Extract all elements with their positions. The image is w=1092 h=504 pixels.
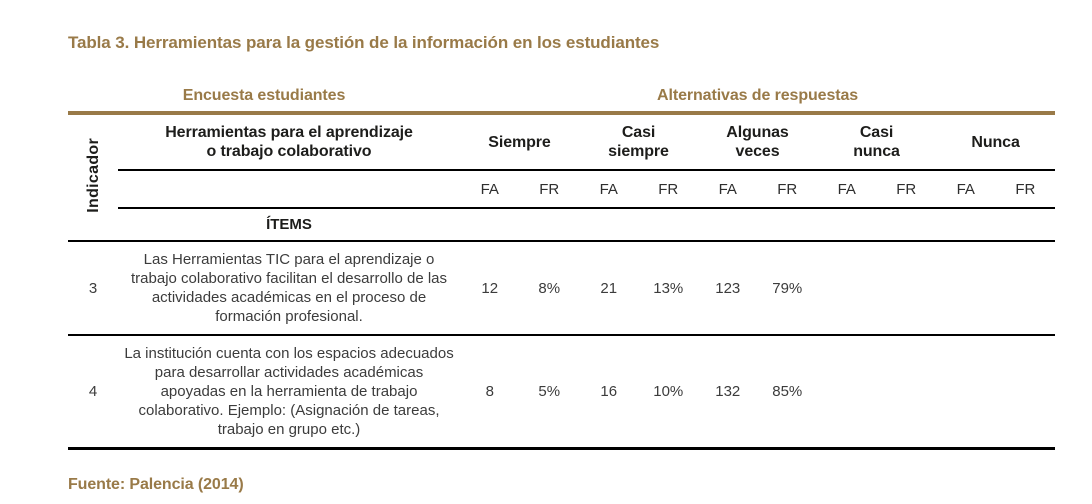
source-note: Fuente: Palencia (2014) bbox=[68, 476, 244, 493]
group-header-survey: Encuesta estudiantes bbox=[68, 87, 461, 115]
fr-header: FR bbox=[757, 170, 818, 209]
indicator-value: 3 bbox=[68, 241, 118, 336]
data-cell: 10% bbox=[638, 335, 699, 450]
alt-label: Algunas veces bbox=[726, 124, 789, 160]
item-text: La institución cuenta con los espacios a… bbox=[118, 335, 461, 450]
alt-header-algunas-veces: Algunas veces bbox=[698, 113, 818, 171]
items-spacer-cell bbox=[460, 208, 1056, 242]
fafr-spacer-cell bbox=[118, 170, 461, 209]
fa-header: FA bbox=[460, 170, 520, 209]
fa-header: FA bbox=[698, 170, 758, 209]
data-cell bbox=[936, 335, 996, 450]
alt-label: Nunca bbox=[971, 133, 1020, 151]
group-header-row: Encuesta estudiantes Alternativas de res… bbox=[68, 87, 1056, 115]
alt-header-nunca: Nunca bbox=[936, 113, 1056, 171]
data-cell bbox=[817, 335, 877, 450]
data-cell: 8% bbox=[519, 241, 580, 336]
data-cell: 123 bbox=[698, 241, 758, 336]
alt-header-siempre: Siempre bbox=[460, 113, 580, 171]
data-cell bbox=[817, 241, 877, 336]
group-header-alternatives: Alternativas de respuestas bbox=[460, 87, 1056, 115]
data-cell bbox=[995, 241, 1056, 336]
items-header: ÍTEMS bbox=[118, 208, 461, 242]
column-header-row: Indicador Herramientas para el aprendiza… bbox=[68, 113, 1056, 242]
data-cell: 16 bbox=[579, 335, 639, 450]
alt-label: Siempre bbox=[488, 133, 551, 151]
items-header-row: ÍTEMS bbox=[68, 208, 1056, 242]
fa-header: FA bbox=[936, 170, 996, 209]
alt-header-casi-siempre: Casi siempre bbox=[579, 113, 699, 171]
indicator-column-header: Indicador bbox=[68, 113, 118, 242]
fr-header: FR bbox=[876, 170, 937, 209]
question-column-header: Herramientas para el aprendizaje o traba… bbox=[118, 113, 461, 171]
data-cell bbox=[936, 241, 996, 336]
indicator-value: 4 bbox=[68, 335, 118, 450]
fr-header: FR bbox=[638, 170, 699, 209]
data-cell: 5% bbox=[519, 335, 580, 450]
data-cell bbox=[876, 241, 937, 336]
question-header-label: Herramientas para el aprendizaje o traba… bbox=[165, 124, 413, 160]
item-text: Las Herramientas TIC para el aprendizaje… bbox=[118, 241, 461, 336]
table-row: 3 Las Herramientas TIC para el aprendiza… bbox=[68, 241, 1056, 336]
frequency-header-row: FA FR FA FR FA FR FA FR FA FR bbox=[68, 170, 1056, 209]
data-cell bbox=[876, 335, 937, 450]
alt-header-casi-nunca: Casi nunca bbox=[817, 113, 937, 171]
indicator-vertical-label: Indicador bbox=[84, 137, 102, 213]
table-caption: Tabla 3. Herramientas para la gestión de… bbox=[68, 33, 660, 52]
results-table: Encuesta estudiantes Alternativas de res… bbox=[68, 87, 1056, 450]
table-row: 4 La institución cuenta con los espacios… bbox=[68, 335, 1056, 450]
data-cell: 13% bbox=[638, 241, 699, 336]
fr-header: FR bbox=[995, 170, 1056, 209]
data-cell bbox=[995, 335, 1056, 450]
fa-header: FA bbox=[579, 170, 639, 209]
data-cell: 8 bbox=[460, 335, 520, 450]
alt-label: Casi siempre bbox=[608, 124, 669, 160]
alt-label: Casi nunca bbox=[853, 124, 900, 160]
data-cell: 85% bbox=[757, 335, 818, 450]
data-cell: 79% bbox=[757, 241, 818, 336]
data-cell: 12 bbox=[460, 241, 520, 336]
fa-header: FA bbox=[817, 170, 877, 209]
data-cell: 132 bbox=[698, 335, 758, 450]
data-cell: 21 bbox=[579, 241, 639, 336]
fr-header: FR bbox=[519, 170, 580, 209]
